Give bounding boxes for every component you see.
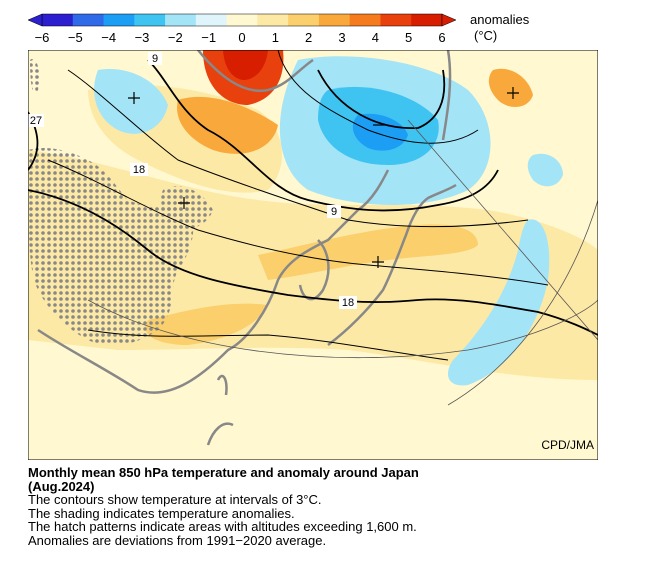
colorbar-tick-label: −5	[67, 30, 83, 45]
cold-anomaly-east-strip	[448, 219, 550, 386]
plus-marker-northwest	[128, 92, 140, 104]
colorbar-tick-label: −1	[201, 30, 217, 45]
contour-label-9-north: 9	[148, 52, 162, 65]
contour-label-27-text: 27	[30, 115, 42, 127]
colorbar-cell	[195, 14, 228, 26]
colorbar-title-text: anomalies	[470, 12, 530, 27]
contour-9	[147, 59, 499, 212]
plus-markers	[128, 87, 519, 268]
caption-line2: The shading indicates temperature anomal…	[28, 505, 295, 521]
cold-anomaly-east-pocket	[527, 153, 563, 187]
high-altitude-hatch-small	[161, 186, 213, 230]
warm-anomaly-northeast	[488, 68, 533, 107]
colorbar-tick-label: 3	[338, 30, 346, 45]
colorbar-cell	[349, 14, 381, 26]
contour-12	[67, 69, 529, 228]
contour-label-9-east: 9	[327, 205, 341, 218]
colorbar-title: anomalies (°C)	[470, 12, 529, 44]
coastlines	[37, 50, 457, 446]
contour-label-27: 27	[28, 114, 44, 127]
anomaly-map: 9 27 18 9 18	[28, 50, 598, 460]
plus-marker-plateau	[178, 197, 190, 209]
contour-label-9-east-text: 9	[331, 206, 337, 218]
warm-anomaly-peak-core	[223, 50, 268, 80]
colorbar-cell	[72, 14, 105, 26]
colorbar-cell	[134, 14, 166, 26]
map-credit: CPD/JMA	[541, 438, 594, 452]
contour-label-group: 9 27 18 9 18	[28, 52, 357, 309]
contour-3	[317, 69, 446, 129]
anomaly-colorbar: −6 −5 −4 −3 −2 −1 0 1 2 3 4 5 6 anomalies (°C)	[0, 0, 529, 45]
contour-18	[28, 189, 598, 336]
high-altitude-hatch	[28, 148, 194, 346]
korea-peninsula	[298, 239, 330, 301]
colorbar-tick-label: 2	[305, 30, 313, 45]
caption-line4: Anomalies are deviations from 1991−2020 …	[28, 532, 327, 548]
colorbar-right-arrow	[441, 13, 457, 27]
asia-coastline	[37, 169, 390, 394]
caption-title-line1: Monthly mean 850 hPa temperature and ano…	[28, 465, 419, 480]
contour-21	[87, 329, 449, 361]
anomaly-shading	[28, 50, 598, 386]
contour-label-9-north-text: 9	[152, 53, 158, 65]
colorbar-graphic	[27, 13, 457, 27]
russia-north-coast	[197, 50, 314, 93]
colorbar-tick-label: −2	[167, 30, 183, 45]
grid-line-diagonal	[407, 119, 598, 341]
colorbar-left-arrow	[27, 13, 43, 27]
colorbar-tick-label: 4	[371, 30, 379, 45]
colorbar-tick-label: 1	[271, 30, 279, 45]
cold-anomaly-northwest	[94, 69, 168, 134]
colorbar-cell	[226, 14, 258, 26]
colorbar-tick-label: −4	[101, 30, 117, 45]
colorbar-tick-label: 5	[405, 30, 413, 45]
colorbar-cell	[288, 14, 320, 26]
temperature-contours	[28, 50, 598, 406]
cold-anomaly-core	[352, 113, 408, 151]
colorbar-cell	[257, 14, 289, 26]
contour-15	[47, 159, 549, 286]
colorbar-cell	[318, 14, 351, 26]
contour-label-18-east: 18	[339, 296, 357, 309]
colorbar-cell	[411, 14, 443, 26]
colorbar-cell	[103, 14, 135, 26]
contour-label-18-east-text: 18	[342, 297, 354, 309]
contour-label-18-west-text: 18	[133, 164, 145, 176]
plus-marker-japan-sea	[372, 256, 384, 268]
figure-caption: Monthly mean 850 hPa temperature and ano…	[28, 466, 628, 547]
colorbar-tick-label: −6	[34, 30, 50, 45]
contour-label-18-west: 18	[130, 163, 148, 176]
plus-marker-northeast	[507, 87, 519, 99]
colorbar-cell	[42, 14, 74, 26]
warm-anomaly-north-strong	[177, 96, 278, 154]
colorbar-tick-label: 6	[438, 30, 446, 45]
grid-circle-arc	[87, 299, 598, 359]
japan-islands	[327, 183, 457, 346]
colorbar-tick-label: −3	[134, 30, 150, 45]
colorbar-tick-label: 0	[238, 30, 246, 45]
warm-anomaly-strong-band	[258, 224, 478, 280]
sakhalin-island	[441, 50, 452, 141]
taiwan-island	[216, 374, 228, 396]
grid-line-east	[447, 199, 598, 406]
colorbar-cell	[380, 14, 412, 26]
colorbar-unit: (°C)	[474, 28, 498, 43]
caption-line3: The hatch patterns indicate areas with a…	[28, 519, 417, 534]
contour-6	[277, 50, 479, 144]
caption-title-line2: (Aug.2024)	[28, 478, 95, 494]
philippines-islands	[206, 422, 234, 446]
colorbar-cell	[165, 14, 197, 26]
high-altitude-hatch-north	[30, 59, 40, 94]
caption-line1: The contours show temperature at interva…	[28, 492, 322, 507]
